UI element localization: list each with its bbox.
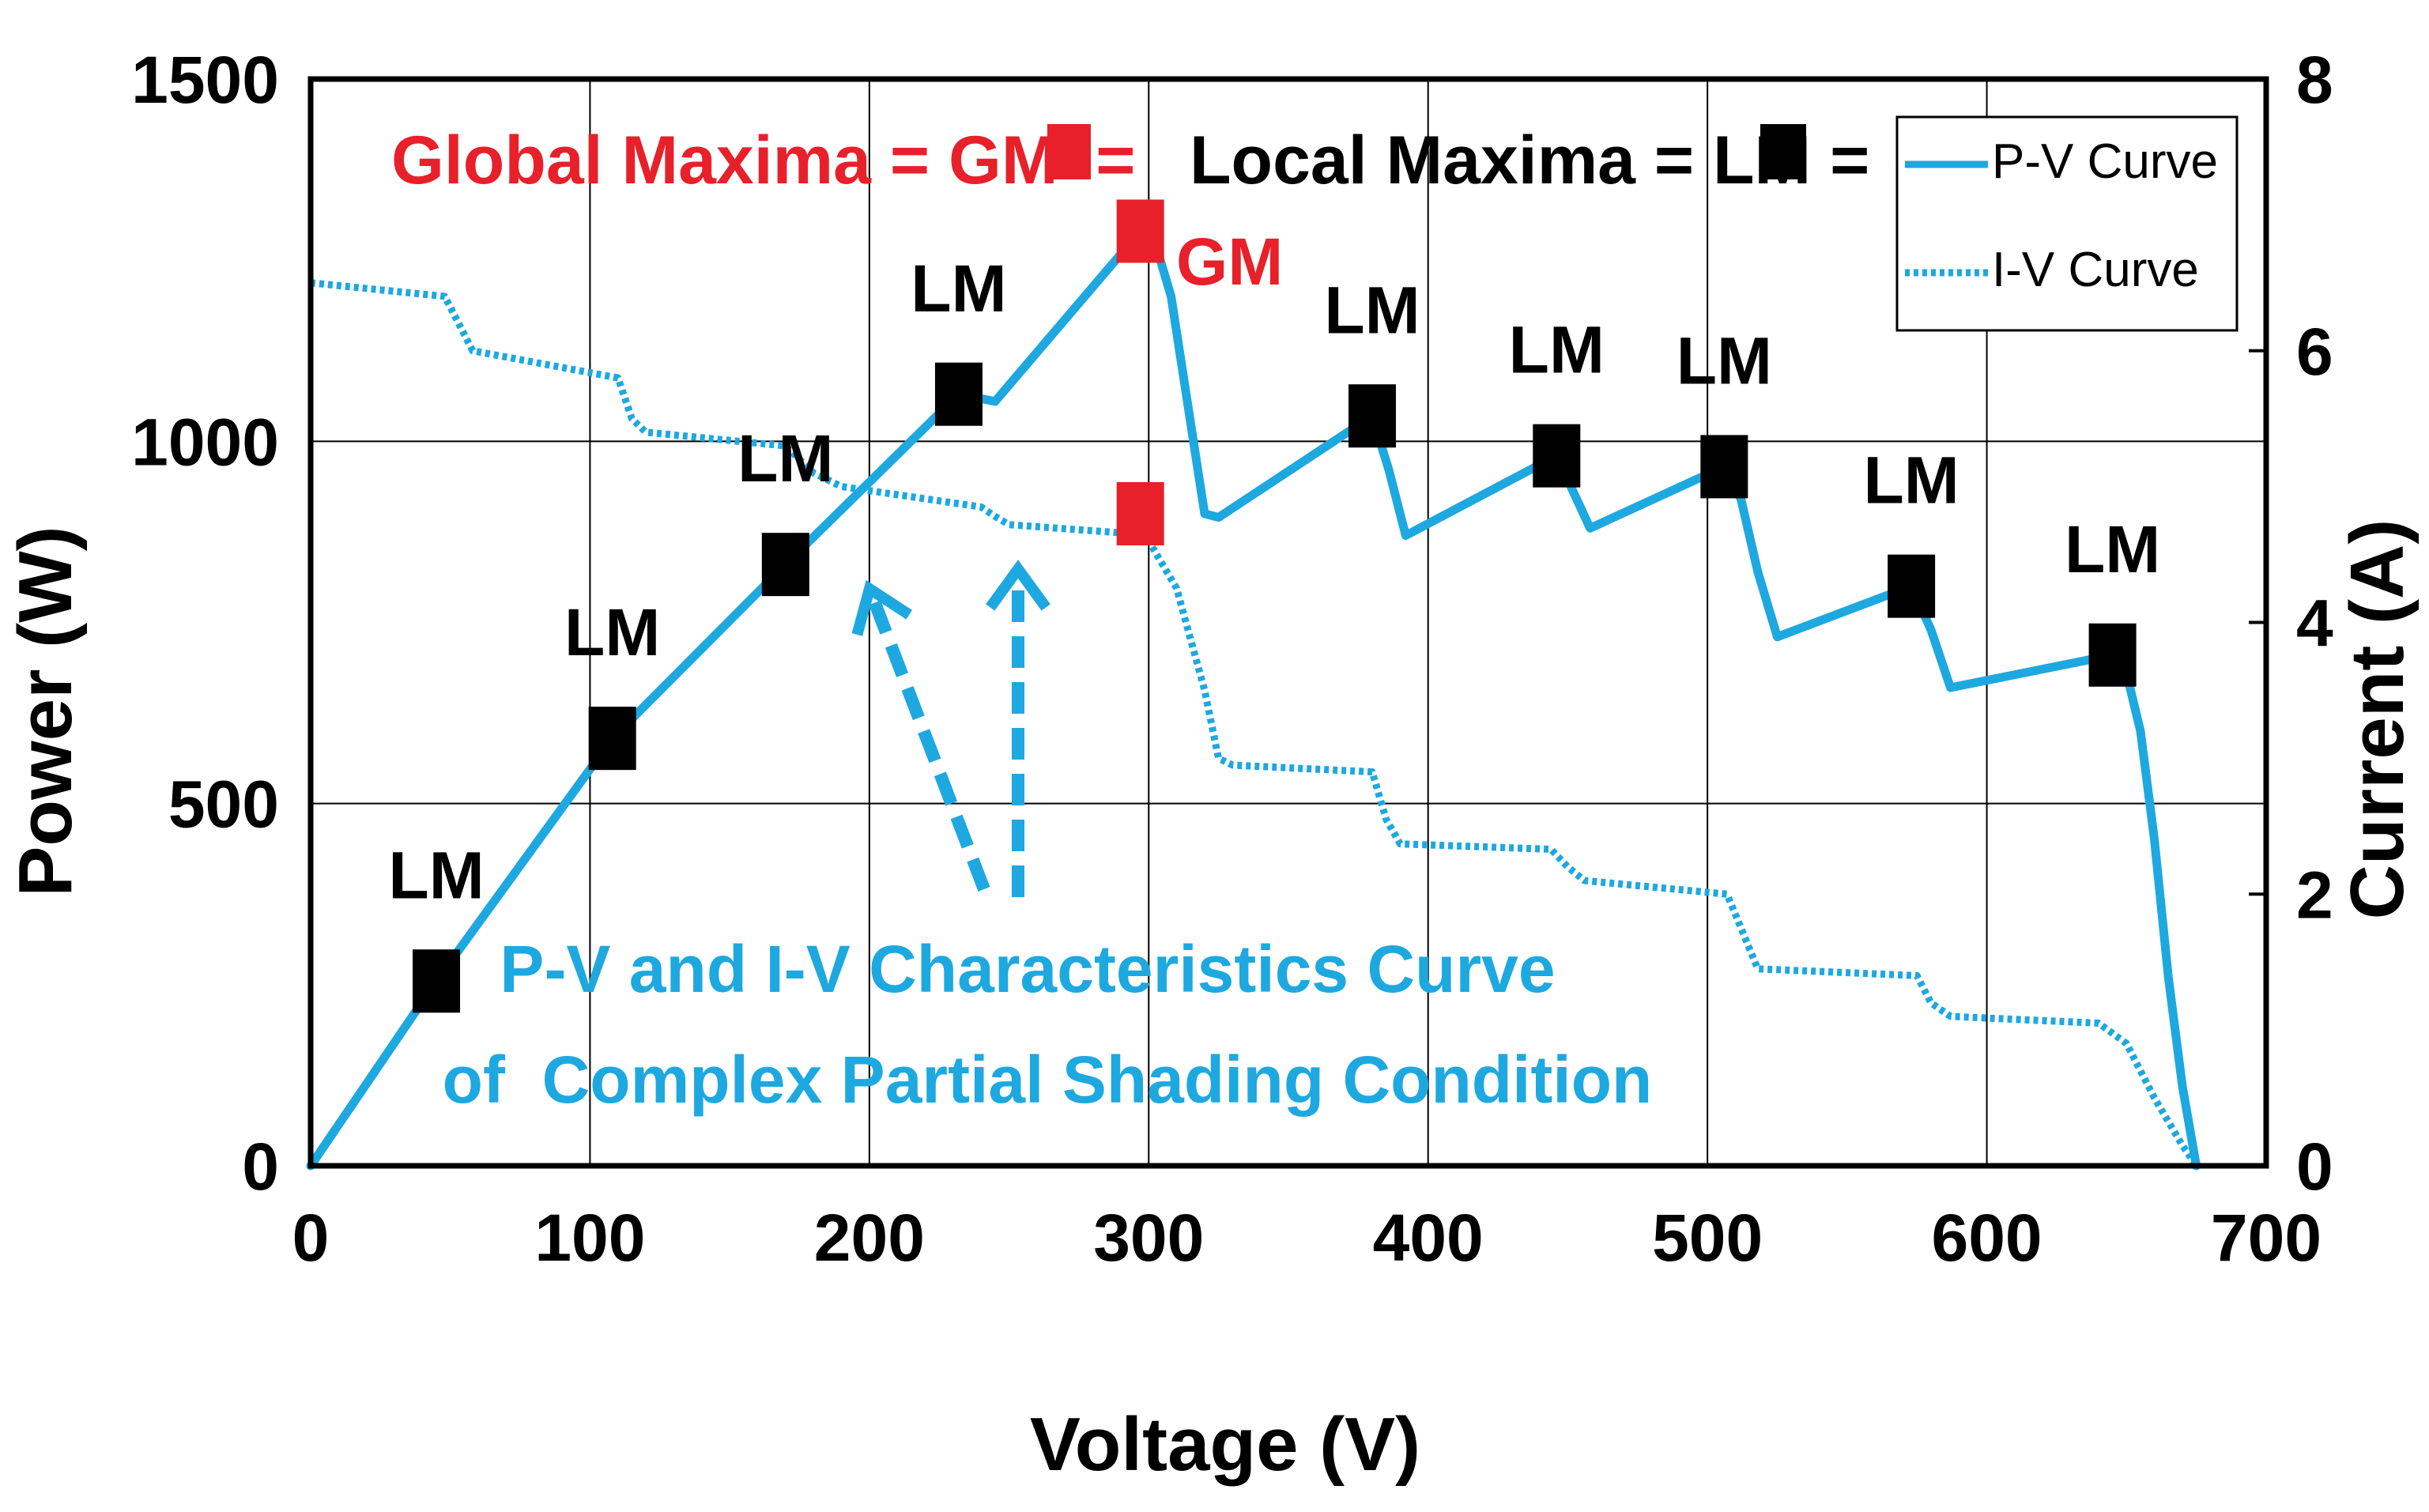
- global-maxima-legend-marker: [1047, 124, 1091, 179]
- y2-tick-label-0: 0: [2296, 1129, 2333, 1204]
- maxima-markers: LM LM LM LM LM LM LM LM LM: [388, 199, 2160, 1013]
- annotation-arrows: [851, 560, 1050, 897]
- local-maxima-legend-text: Local Maxima = LM =: [1190, 123, 1869, 198]
- legend-iv-label: I-V Curve: [1992, 243, 2199, 297]
- p-v-curve-line: [306, 227, 2201, 1171]
- legend: P-V Curve I-V Curve: [1895, 115, 2239, 332]
- x-axis-title: Voltage (V): [1030, 1402, 1420, 1487]
- legend-pv-label: P-V Curve: [1992, 134, 2218, 189]
- lm-label-8: LM: [2065, 512, 2160, 586]
- lm-marker-1: [588, 707, 636, 771]
- y-tick-label-0: 0: [242, 1129, 279, 1204]
- lm-marker-5: [1533, 424, 1581, 488]
- y-tick-label-1000: 1000: [131, 405, 279, 479]
- x-tick-label-200: 200: [814, 1201, 925, 1275]
- x-tick-label-500: 500: [1652, 1201, 1763, 1275]
- i-v-curve-line: [310, 279, 2200, 1168]
- y2-tick-label-2: 2: [2296, 858, 2333, 932]
- x-tick-label-100: 100: [534, 1201, 645, 1275]
- x-tick-label-400: 400: [1373, 1201, 1484, 1275]
- lm-marker-0: [413, 949, 461, 1013]
- y2-axis-title: Current (A): [2335, 519, 2420, 920]
- gm-marker-1: [1116, 482, 1164, 545]
- y2-tick-label-8: 8: [2296, 43, 2333, 117]
- arrow-right-head: [986, 560, 1050, 611]
- gm-marker-0: [1116, 199, 1164, 263]
- y2-tick-label-4: 4: [2296, 586, 2333, 661]
- lm-marker-8: [2088, 623, 2137, 687]
- lm-marker-3: [934, 362, 983, 426]
- x-tick-label-700: 700: [2211, 1201, 2322, 1275]
- lm-marker-6: [1700, 435, 1748, 499]
- legend-box: [1895, 115, 2239, 332]
- lm-label-3: LM: [911, 251, 1006, 326]
- y2-tick-label-6: 6: [2296, 315, 2333, 389]
- arrow-left-shaft: [863, 586, 990, 892]
- lm-marker-2: [761, 533, 809, 597]
- lm-label-1: LM: [564, 595, 660, 669]
- lm-label-5: LM: [1509, 313, 1605, 387]
- lm-label-0: LM: [388, 838, 484, 912]
- y-axis-title: Power (W): [3, 526, 88, 896]
- x-tick-label-600: 600: [1931, 1201, 2042, 1275]
- x-tick-label-0: 0: [292, 1201, 330, 1275]
- lm-label-2: LM: [737, 421, 833, 496]
- curves: [306, 227, 2201, 1171]
- y-tick-label-500: 500: [168, 767, 279, 842]
- lm-label-7: LM: [1863, 443, 1959, 518]
- lm-marker-4: [1348, 384, 1397, 448]
- x-tick-label-300: 300: [1093, 1201, 1204, 1275]
- gm-label: GM: [1176, 224, 1283, 299]
- lm-label-4: LM: [1324, 273, 1420, 347]
- y-tick-label-1500: 1500: [131, 43, 279, 117]
- caption-line-2: of Complex Partial Shading Condition: [443, 1043, 1653, 1117]
- lm-marker-7: [1888, 554, 1936, 618]
- caption-line-1: P-V and I-V Characteristics Curve: [500, 932, 1555, 1006]
- arrow-left-head: [851, 579, 913, 636]
- global-maxima-legend-text: Global Maxima = GM =: [391, 123, 1136, 198]
- lm-label-6: LM: [1677, 323, 1772, 398]
- local-maxima-legend-marker: [1760, 124, 1806, 179]
